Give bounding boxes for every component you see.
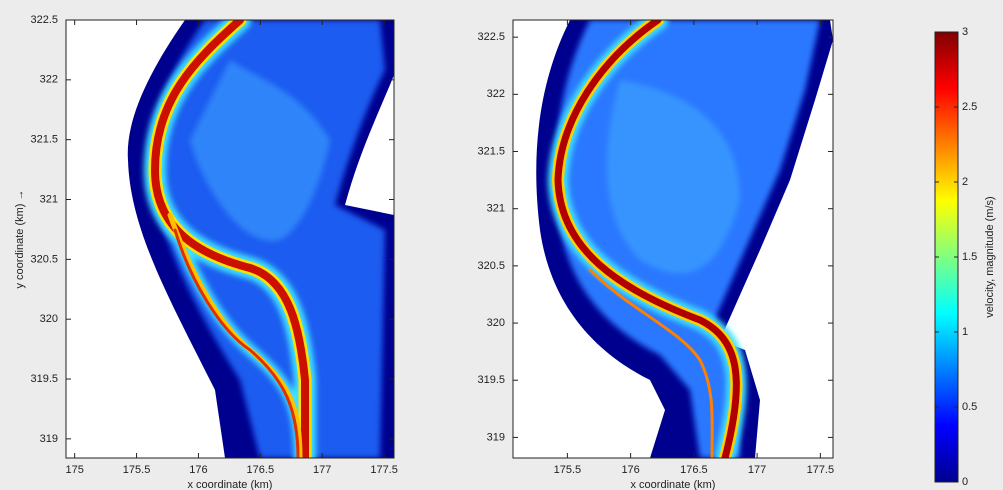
y-tick-label: 322 — [40, 74, 58, 86]
velocity-field — [127, 20, 394, 458]
x-tick-label: 177 — [313, 464, 331, 476]
y-tick-label: 322.5 — [477, 31, 505, 43]
x-tick-label: 176 — [189, 464, 207, 476]
colorbar-tick-label: 3 — [962, 26, 968, 38]
colorbar-label: velocity, magnitude (m/s) — [984, 196, 996, 317]
x-tick-label: 176.5 — [247, 464, 275, 476]
velocity-field — [536, 20, 833, 458]
x-tick-label: 177.5 — [370, 464, 398, 476]
x-axis-label: x coordinate (km) — [631, 479, 716, 490]
y-tick-label: 321.5 — [30, 134, 58, 146]
y-tick-label: 319.5 — [30, 373, 58, 385]
colorbar-tick-label: 1 — [962, 326, 968, 338]
y-tick-label: 320 — [40, 313, 58, 325]
y-tick-label: 319 — [487, 431, 505, 443]
y-tick-label: 320 — [487, 317, 505, 329]
y-tick-label: 319 — [40, 433, 58, 445]
x-tick-label: 176 — [621, 464, 639, 476]
x-tick-label: 175.5 — [123, 464, 151, 476]
y-tick-label: 322.5 — [30, 14, 58, 26]
x-tick-label: 175.5 — [554, 464, 582, 476]
x-tick-label: 175 — [65, 464, 83, 476]
colorbar-tick-label: 1.5 — [962, 251, 977, 263]
colorbar-tick-label: 2.5 — [962, 101, 977, 113]
x-tick-label: 176.5 — [680, 464, 708, 476]
y-tick-label: 322 — [487, 88, 505, 100]
y-tick-label: 321 — [40, 193, 58, 205]
y-tick-label: 321 — [487, 203, 505, 215]
colorbar-tick-label: 0 — [962, 476, 968, 488]
y-tick-label: 320.5 — [30, 253, 58, 265]
y-tick-label: 321.5 — [477, 145, 505, 157]
axes-box — [512, 19, 834, 459]
y-tick-label: 319.5 — [477, 374, 505, 386]
x-tick-label: 177 — [748, 464, 766, 476]
colorbar-tick-label: 2 — [962, 176, 968, 188]
y-axis-label: y coordinate (km) → — [14, 189, 26, 288]
axes-box — [65, 19, 395, 459]
colorbar-tick-label: 0.5 — [962, 401, 977, 413]
x-axis-label: x coordinate (km) — [188, 479, 273, 490]
x-tick-label: 177.5 — [807, 464, 835, 476]
y-tick-label: 320.5 — [477, 260, 505, 272]
